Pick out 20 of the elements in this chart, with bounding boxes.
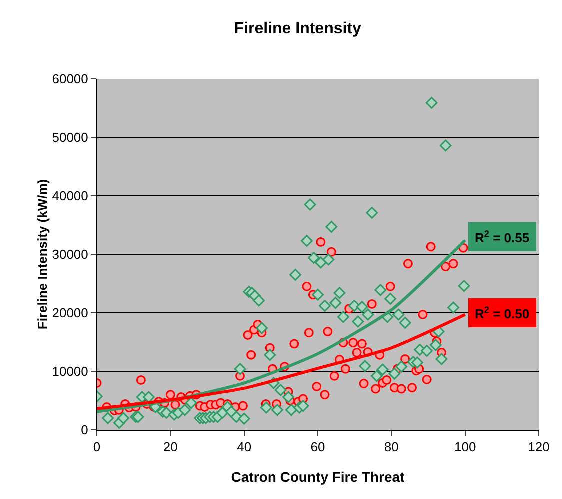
annotation: R$^{2}$ = 0.50 [475, 305, 530, 322]
x-tick-label: 0 [93, 440, 101, 455]
y-tick-label: 40000 [52, 188, 88, 204]
y-tick-label: 20000 [52, 306, 88, 321]
x-tick-label: 60 [310, 440, 326, 455]
annotation: R$^{2}$ = 0.55 [475, 229, 530, 246]
x-tick-label: 100 [454, 440, 476, 455]
y-tick-label: 30000 [52, 247, 88, 262]
y-axis-title: Fireline Intensity (kW/m) [35, 179, 50, 330]
x-tick-label: 80 [384, 440, 399, 455]
line-series [97, 313, 467, 410]
x-axis-title: Catron County Fire Threat [231, 469, 406, 485]
y-tick-label: 10000 [52, 364, 88, 380]
y-tick-label: 60000 [52, 72, 88, 87]
y-tick-label: 0 [81, 422, 88, 438]
y-tick-label: 50000 [52, 130, 88, 146]
x-tick-label: 40 [237, 440, 252, 455]
chart-title: Fireline Intensity [234, 20, 362, 38]
x-tick-label: 120 [528, 440, 550, 455]
x-tick-label: 20 [163, 440, 178, 455]
